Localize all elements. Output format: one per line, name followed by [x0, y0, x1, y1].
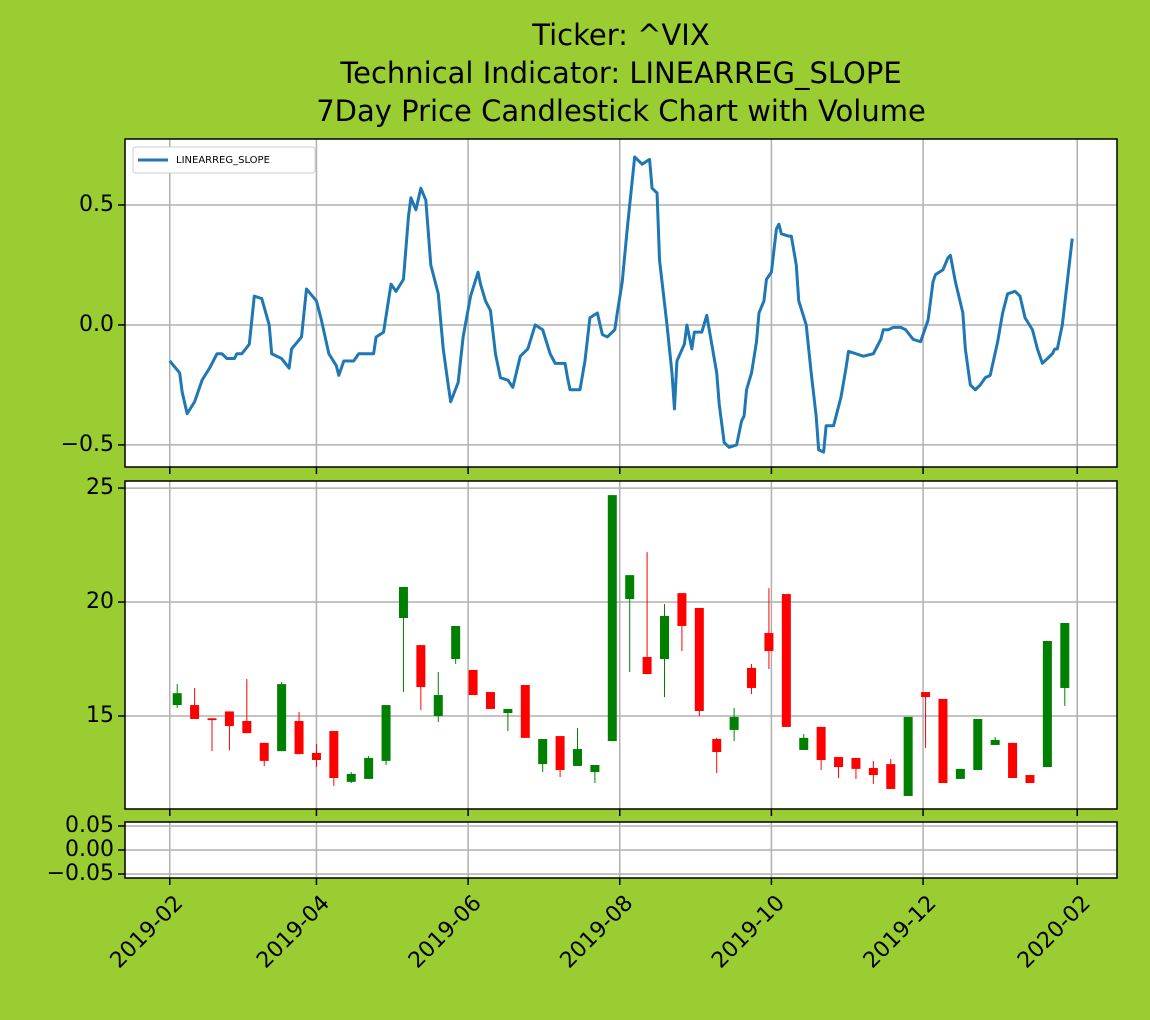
candle-body: [799, 737, 809, 750]
candle-body: [747, 667, 757, 688]
plot-frame: [124, 138, 1118, 468]
candle-body: [224, 711, 234, 727]
y-tick-label: 0.00: [65, 837, 114, 862]
candle-body: [886, 764, 896, 789]
candle-body: [555, 736, 565, 771]
plot-area: [125, 481, 1117, 809]
y-tick-label: 0.05: [65, 813, 114, 838]
candle-body: [607, 495, 617, 742]
candle-body: [590, 765, 600, 773]
y-tick-label: −0.05: [47, 861, 114, 886]
candle-body: [485, 692, 495, 709]
y-tick-label: 25: [86, 475, 114, 500]
plot-area: [125, 139, 1117, 467]
candle-body: [207, 718, 217, 721]
candle-body: [503, 708, 513, 714]
candle-body: [729, 716, 739, 730]
candle-body: [1042, 641, 1052, 768]
candle-body: [938, 698, 948, 784]
title-line: Ticker: ^VIX: [531, 18, 709, 52]
y-tick-label: 15: [86, 703, 114, 728]
candle-body: [712, 739, 722, 753]
candle-body: [660, 615, 670, 660]
candle-body: [1008, 742, 1018, 779]
candle-body: [1060, 623, 1070, 688]
candle-body: [346, 773, 356, 782]
candle-body: [781, 594, 791, 727]
candle-body: [416, 645, 426, 688]
legend-box: [132, 146, 316, 174]
candle-body: [433, 695, 443, 717]
candle-body: [990, 739, 1000, 745]
plot-frame: [124, 480, 1118, 810]
title-line: 7Day Price Candlestick Chart with Volume: [316, 94, 926, 128]
candle-body: [381, 705, 391, 761]
candle-body: [190, 705, 200, 719]
candle-body: [277, 684, 287, 752]
candle-body: [329, 731, 339, 779]
candle-body: [642, 656, 652, 675]
title-line: Technical Indicator: LINEARREG_SLOPE: [339, 56, 901, 90]
candle-body: [834, 757, 844, 768]
candle-body: [294, 721, 304, 755]
candle-body: [451, 625, 461, 660]
candle-body: [973, 718, 983, 771]
candle-body: [955, 768, 965, 779]
candle-body: [520, 685, 530, 738]
candle-body: [242, 721, 252, 734]
candle-body: [851, 757, 861, 769]
candle-body: [677, 593, 687, 626]
indicator-line: [168, 155, 1074, 454]
y-tick-label: 20: [86, 589, 114, 614]
candle-body: [816, 726, 826, 760]
candle-body: [694, 607, 704, 711]
candle-body: [538, 739, 548, 765]
candle-body: [468, 669, 478, 696]
candle-body: [868, 767, 878, 776]
plot-frame: [124, 821, 1118, 879]
candle-body: [172, 693, 182, 706]
candle-body: [364, 757, 374, 779]
candle-body: [311, 752, 321, 760]
y-tick-label: 0.5: [79, 192, 114, 217]
candle-body: [572, 749, 582, 766]
candle-body: [398, 586, 408, 618]
candle-body: [1025, 775, 1035, 784]
y-tick-label: −0.5: [61, 432, 114, 457]
candle-body: [625, 575, 635, 600]
candle-body: [921, 692, 931, 698]
candle-body: [764, 633, 774, 652]
candle-body: [259, 742, 269, 761]
candle-body: [903, 716, 913, 797]
y-tick-label: 0.0: [79, 312, 114, 337]
legend-label: LINEARREG_SLOPE: [176, 155, 270, 166]
